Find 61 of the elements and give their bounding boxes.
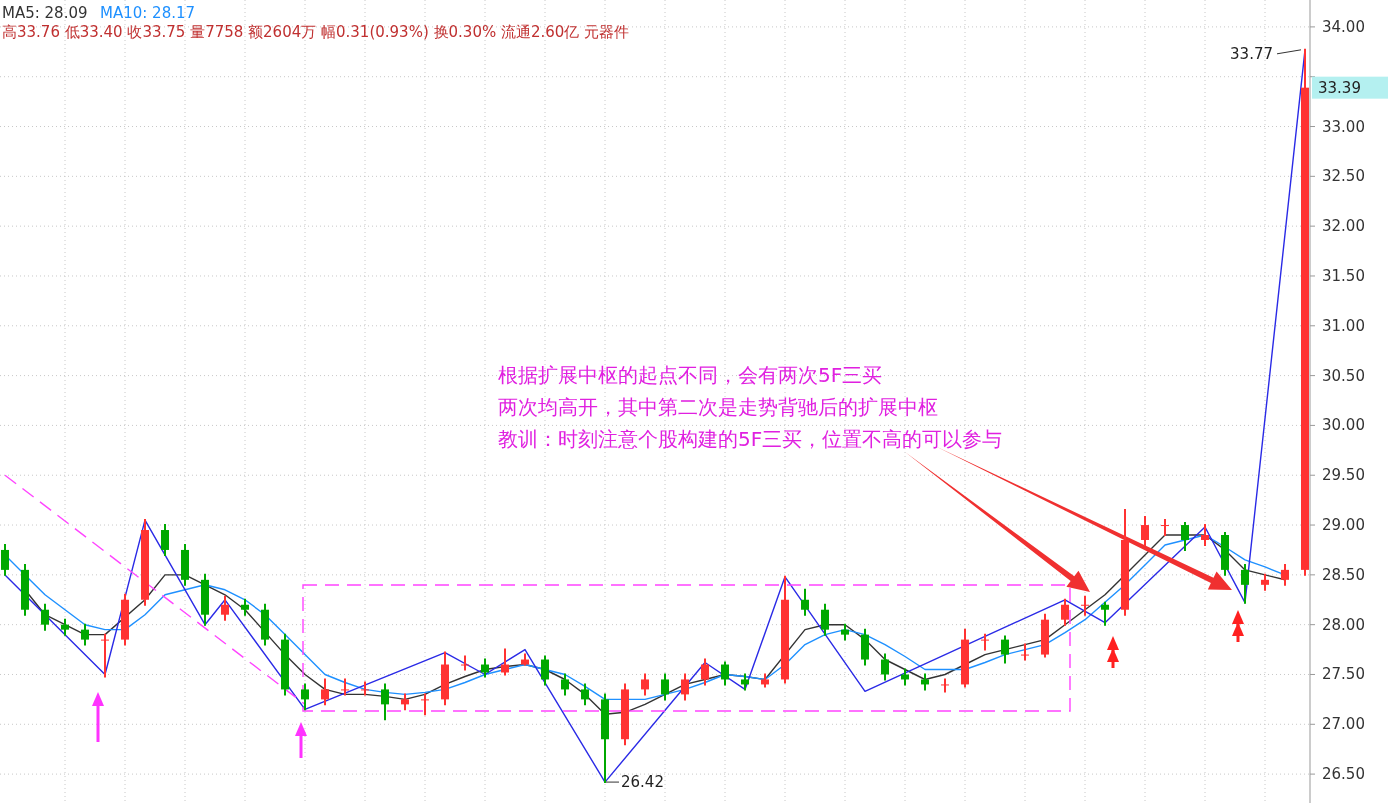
candlestick xyxy=(881,653,889,681)
annotation: 33.77 xyxy=(1230,44,1273,63)
candlestick xyxy=(1141,516,1149,546)
candlestick xyxy=(161,524,169,556)
candlestick xyxy=(461,655,469,671)
y-tick-label: 28.00 xyxy=(1322,615,1365,634)
candlestick xyxy=(1161,519,1169,536)
candlestick xyxy=(221,595,229,621)
candlestick xyxy=(361,681,369,696)
annotation: 根据扩展中枢的起点不同，会有两次5F三买 xyxy=(498,363,883,387)
y-tick-label: 29.00 xyxy=(1322,516,1365,535)
candlestick xyxy=(1001,635,1009,664)
y-tick-label: 33.00 xyxy=(1322,117,1365,136)
candlestick xyxy=(541,655,549,686)
candlestick xyxy=(1241,563,1249,604)
text: 33.39 xyxy=(1318,78,1361,97)
candlestick xyxy=(1101,601,1109,626)
y-tick-label: 30.00 xyxy=(1322,416,1365,435)
candlestick xyxy=(1,543,9,576)
candlestick xyxy=(1061,598,1069,626)
candlestick xyxy=(1201,524,1209,546)
y-tick-label: 29.50 xyxy=(1322,466,1365,485)
y-tick-label: 27.00 xyxy=(1322,715,1365,734)
candlestick xyxy=(1181,522,1189,551)
y-tick-label: 26.50 xyxy=(1322,765,1365,784)
candlestick xyxy=(1081,595,1089,616)
y-tick-label: 30.50 xyxy=(1322,366,1365,385)
y-tick-label: 32.00 xyxy=(1322,217,1365,236)
annotation: 两次均高开，其中第二次是走势背驰后的扩展中枢 xyxy=(498,395,938,419)
candlestick xyxy=(381,683,389,721)
candlestick xyxy=(581,683,589,706)
y-tick-label: 27.50 xyxy=(1322,665,1365,684)
candlestick xyxy=(821,603,829,636)
text: MA10: 28.17 xyxy=(100,4,196,22)
candlestick xyxy=(701,658,709,686)
candlestick xyxy=(661,673,669,701)
candlestick xyxy=(1021,643,1029,661)
annotation: 26.42 xyxy=(621,773,664,792)
candlestick xyxy=(681,673,689,701)
text: MA5: 28.09 xyxy=(2,4,88,22)
candlestick xyxy=(721,661,729,686)
y-tick-label: 31.50 xyxy=(1322,266,1365,285)
y-tick-label: 32.50 xyxy=(1322,167,1365,186)
candlestick xyxy=(101,633,109,678)
candlestick xyxy=(641,673,649,696)
candlestick xyxy=(941,678,949,693)
candlestick xyxy=(421,693,429,716)
candlestick xyxy=(41,603,49,631)
candlestick xyxy=(1281,563,1289,586)
candlestick xyxy=(301,683,309,711)
y-tick-label: 31.00 xyxy=(1322,316,1365,335)
y-tick-label: 34.00 xyxy=(1322,17,1365,36)
candlestick xyxy=(321,678,329,706)
candlestick xyxy=(801,588,809,616)
y-tick-label: 28.50 xyxy=(1322,565,1365,584)
candlestick xyxy=(561,673,569,696)
candlestick xyxy=(81,623,89,646)
annotation: 教训：时刻注意个股构建的5F三买，位置不高的可以参与 xyxy=(498,427,1003,451)
annotation: 高33.76 低33.40 收33.75 量7758 额2604万 幅0.31(0.93%) 换0.30% 流通2.60亿 元器件 xyxy=(2,23,630,41)
candlestick xyxy=(981,633,989,651)
candlestick xyxy=(341,678,349,696)
